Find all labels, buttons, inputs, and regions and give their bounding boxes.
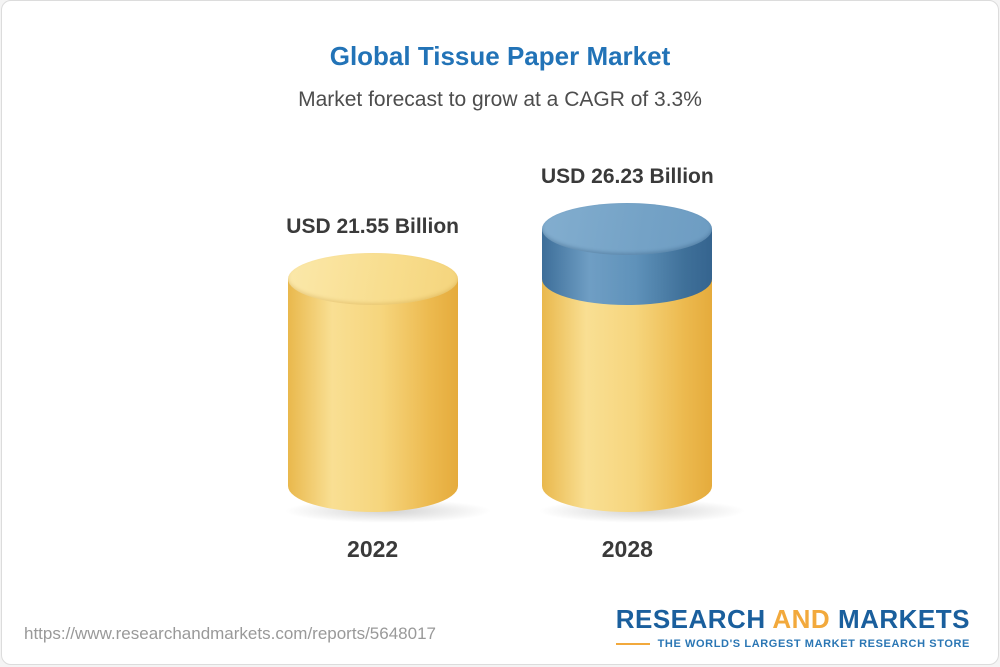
cylinder-2028-cap xyxy=(542,202,713,255)
bar-group-2022: USD 21.55 Billion 2022 xyxy=(283,215,492,563)
cylinder-2022-body xyxy=(287,253,458,512)
logo-word-research: RESEARCH xyxy=(615,604,773,634)
logo-gold-rule xyxy=(615,643,650,645)
logo-word-markets: MARKETS xyxy=(830,604,970,634)
chart-area: USD 21.55 Billion 2022 USD 26.23 Billion… xyxy=(2,139,998,563)
value-label-2028: USD 26.23 Billion xyxy=(541,164,714,188)
chart-subtitle: Market forecast to grow at a CAGR of 3.3… xyxy=(298,88,702,111)
logo-tagline: THE WORLD'S LARGEST MARKET RESEARCH STOR… xyxy=(657,638,970,650)
year-label-2022: 2022 xyxy=(347,536,399,562)
cylinder-2022 xyxy=(283,253,492,523)
year-label-2028: 2028 xyxy=(601,536,653,562)
bar-group-2028: USD 26.23 Billion 2028 xyxy=(538,164,747,563)
logo-tagline-row: THE WORLD'S LARGEST MARKET RESEARCH STOR… xyxy=(615,638,970,650)
value-label-2022: USD 21.55 Billion xyxy=(286,215,459,239)
logo-word-and: AND xyxy=(772,604,831,634)
report-url: https://www.researchandmarkets.com/repor… xyxy=(24,624,436,643)
cylinder-2028 xyxy=(538,202,747,523)
cylinder-2028-base-segment xyxy=(542,279,713,512)
research-and-markets-logo: RESEARCH AND MARKETS THE WORLD'S LARGEST… xyxy=(615,604,970,650)
cylinder-2028-growth-segment xyxy=(542,202,713,306)
chart-title: Global Tissue Paper Market xyxy=(329,41,671,71)
logo-wordmark: RESEARCH AND MARKETS xyxy=(616,604,970,635)
cylinder-2022-cap xyxy=(287,253,458,306)
chart-header: Global Tissue Paper Market Market foreca… xyxy=(2,1,998,112)
